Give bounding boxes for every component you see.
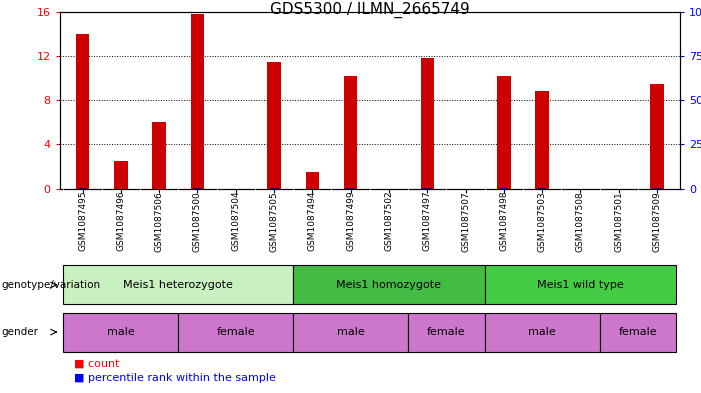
Text: male: male	[336, 327, 365, 337]
Text: female: female	[618, 327, 657, 337]
Bar	[152, 122, 166, 189]
Text: GSM1087503: GSM1087503	[538, 191, 547, 252]
Bar	[306, 172, 319, 189]
Bar	[408, 313, 484, 351]
Text: female: female	[217, 327, 255, 337]
Bar	[344, 76, 358, 189]
Bar	[421, 58, 434, 189]
Text: Meis1 wild type: Meis1 wild type	[537, 280, 624, 290]
Bar	[191, 14, 204, 189]
Text: GSM1087498: GSM1087498	[499, 191, 508, 252]
Text: female: female	[427, 327, 465, 337]
Text: GSM1087497: GSM1087497	[423, 191, 432, 252]
Text: GSM1087504: GSM1087504	[231, 191, 240, 252]
Text: GDS5300 / ILMN_2665749: GDS5300 / ILMN_2665749	[270, 2, 470, 18]
Text: GSM1087496: GSM1087496	[116, 191, 125, 252]
Bar	[178, 313, 293, 351]
Text: GSM1087499: GSM1087499	[346, 191, 355, 252]
Text: ■ count: ■ count	[74, 358, 119, 369]
Text: GSM1087508: GSM1087508	[576, 191, 585, 252]
Text: GSM1087502: GSM1087502	[384, 191, 393, 252]
Text: GSM1087505: GSM1087505	[270, 191, 278, 252]
Bar	[651, 84, 664, 189]
Text: GSM1087495: GSM1087495	[78, 191, 87, 252]
Text: GSM1087506: GSM1087506	[155, 191, 163, 252]
Bar	[76, 34, 89, 189]
Text: ■ percentile rank within the sample: ■ percentile rank within the sample	[74, 373, 275, 383]
Bar	[599, 313, 676, 351]
Bar	[484, 266, 676, 304]
Text: gender: gender	[1, 327, 39, 337]
Bar	[293, 313, 408, 351]
Text: genotype/variation: genotype/variation	[1, 280, 100, 290]
Bar	[63, 313, 178, 351]
Bar	[293, 266, 484, 304]
Bar	[267, 62, 280, 189]
Bar	[484, 313, 599, 351]
Bar	[63, 266, 293, 304]
Text: male: male	[529, 327, 556, 337]
Text: GSM1087509: GSM1087509	[653, 191, 662, 252]
Text: GSM1087500: GSM1087500	[193, 191, 202, 252]
Bar	[536, 91, 549, 189]
Text: GSM1087494: GSM1087494	[308, 191, 317, 251]
Bar	[114, 161, 128, 189]
Bar	[497, 76, 510, 189]
Text: Meis1 homozygote: Meis1 homozygote	[336, 280, 442, 290]
Text: GSM1087501: GSM1087501	[614, 191, 623, 252]
Text: Meis1 heterozygote: Meis1 heterozygote	[123, 280, 233, 290]
Text: male: male	[107, 327, 135, 337]
Text: GSM1087507: GSM1087507	[461, 191, 470, 252]
